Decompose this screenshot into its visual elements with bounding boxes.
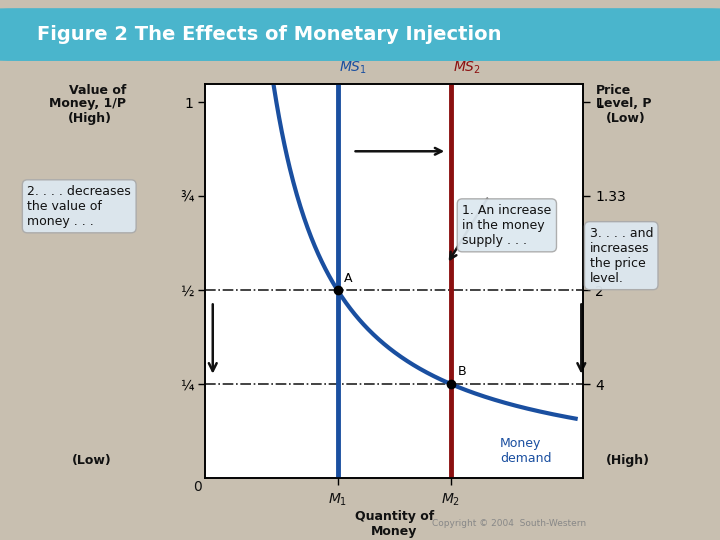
Text: (Low): (Low) [606, 112, 646, 125]
Text: A: A [344, 272, 353, 285]
Text: Value of: Value of [68, 84, 126, 97]
Text: Money, 1/​P: Money, 1/​P [49, 97, 126, 110]
Text: Quantity of
Money: Quantity of Money [355, 510, 434, 538]
Text: (Low): (Low) [72, 454, 112, 467]
Text: (High): (High) [606, 454, 650, 467]
FancyBboxPatch shape [0, 9, 720, 60]
Text: Money
demand: Money demand [500, 437, 552, 464]
Text: $M_2$: $M_2$ [441, 492, 461, 508]
Text: $MS_1$: $MS_1$ [339, 59, 367, 76]
Text: 2. . . . decreases
the value of
money . . .: 2. . . . decreases the value of money . … [27, 185, 131, 228]
Text: 0: 0 [193, 480, 202, 494]
Text: (High): (High) [68, 112, 112, 125]
Text: $MS_2$: $MS_2$ [453, 59, 481, 76]
Text: B: B [458, 366, 467, 379]
Text: $M_1$: $M_1$ [328, 492, 347, 508]
Text: Price: Price [596, 84, 631, 97]
Text: Level, P: Level, P [596, 97, 652, 110]
Text: 3. . . . and
increases
the price
level.: 3. . . . and increases the price level. [590, 227, 653, 285]
Text: Copyright © 2004  South-Western: Copyright © 2004 South-Western [432, 519, 586, 528]
Text: Figure 2 The Effects of Monetary Injection: Figure 2 The Effects of Monetary Injecti… [37, 25, 502, 44]
Text: 1. An increase
in the money
supply . . .: 1. An increase in the money supply . . . [462, 204, 552, 247]
